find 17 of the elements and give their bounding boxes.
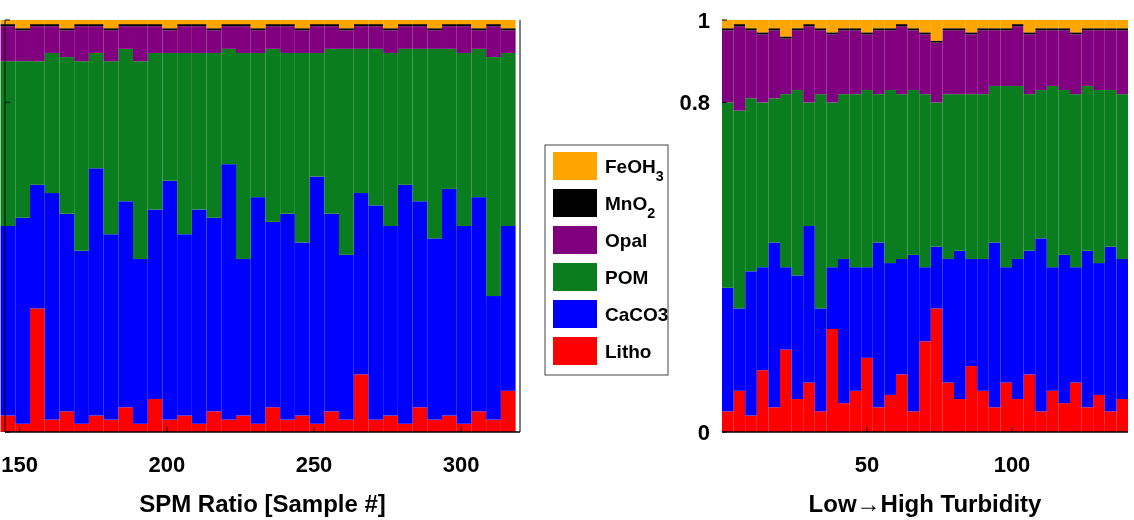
x-tick-label: 150	[1, 452, 39, 477]
legend-label: FeOH$_{3}$	[605, 156, 664, 184]
x-tick-label: 300	[442, 452, 480, 477]
x-axis-title: Low→High Turbidity	[808, 490, 1043, 517]
legend-label: MnO$_{2}$	[605, 193, 656, 221]
x-tick-label: 100	[993, 452, 1031, 477]
x-tick-label: 200	[148, 452, 186, 477]
legend-label: Litho	[605, 341, 652, 362]
y-tick-label: 1	[697, 8, 710, 33]
y-tick-label: 0	[697, 420, 710, 445]
x-axis-title: SPM Ratio [Sample #]	[139, 490, 386, 517]
x-tick-label: 250	[295, 452, 333, 477]
legend-label: CaCO3	[605, 304, 669, 325]
legend-label: POM	[605, 267, 649, 288]
legend-label: Opal	[605, 230, 648, 251]
y-tick-label: 0.8	[679, 90, 710, 116]
x-tick-label: 50	[854, 452, 880, 477]
